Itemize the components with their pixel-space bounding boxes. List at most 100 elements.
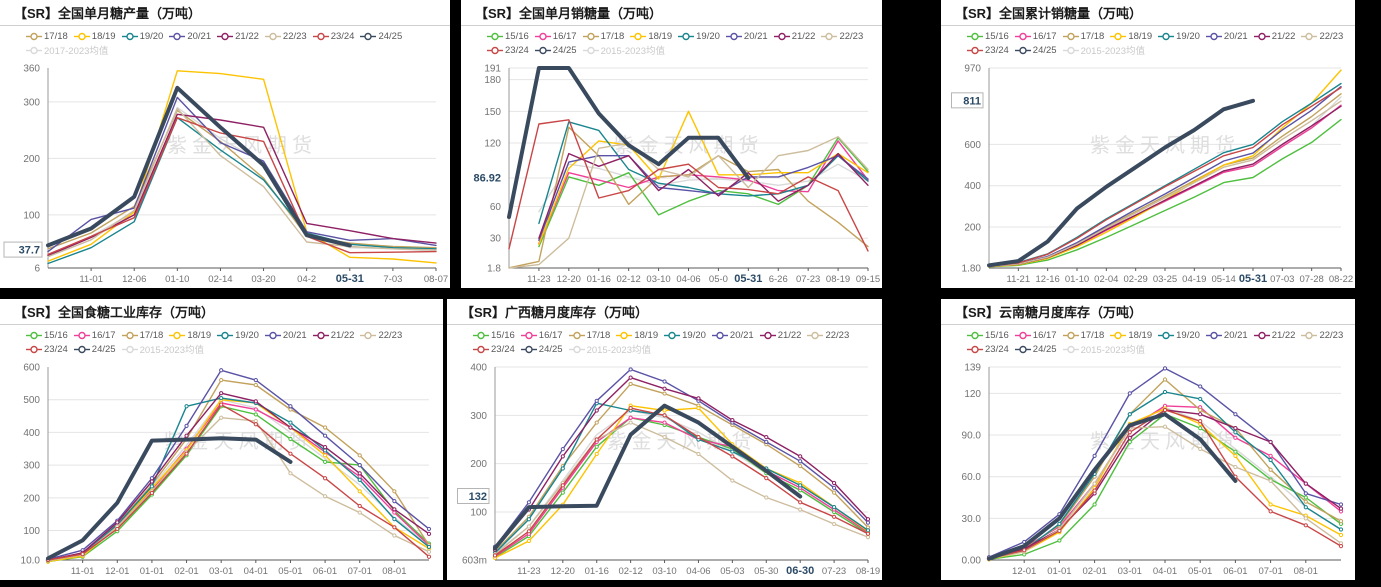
- legend-label: 21/22: [777, 330, 802, 341]
- legend-marker-icon: [967, 46, 983, 54]
- legend-item: 23/24: [967, 344, 1009, 355]
- y-axis-tick-label: 100: [23, 526, 40, 537]
- legend-label: 18/19: [634, 330, 659, 341]
- data-point-marker: [526, 524, 532, 529]
- legend-item: 16/17: [520, 330, 563, 341]
- series-line-20-21: [494, 368, 869, 548]
- x-axis-tick-label: 02-12: [618, 566, 642, 577]
- legend-label: 24/25: [91, 343, 116, 355]
- series-line-18-19: [494, 405, 869, 559]
- legend-item: 2017-2023均值: [26, 43, 108, 57]
- y-axis-tick-label: 191: [484, 64, 501, 75]
- x-axis-tick-label: 02-12: [617, 274, 641, 285]
- data-point-marker: [357, 489, 362, 494]
- legend-label: 24/25: [552, 44, 577, 56]
- data-point-marker: [426, 526, 432, 532]
- legend-item: 23/24: [312, 31, 354, 42]
- data-point-marker: [219, 415, 224, 420]
- data-point-marker: [1303, 481, 1308, 486]
- legend-item: 20/21: [711, 330, 754, 341]
- legend-marker-icon: [312, 331, 329, 340]
- data-point-marker: [392, 489, 397, 494]
- legend-item: 15/16: [967, 330, 1009, 341]
- data-point-marker: [253, 399, 258, 404]
- line-chart: 400 300 200 132 100 603m 11-23 12-20 01-16 02-12 0…: [447, 357, 882, 580]
- data-point-marker: [1268, 509, 1273, 514]
- y-axis-tick-label: 400: [964, 181, 981, 192]
- data-point-marker: [149, 484, 155, 489]
- x-axis-tick-label: 05-01: [1188, 566, 1212, 577]
- legend-marker-icon: [664, 331, 681, 340]
- data-point-marker: [184, 433, 189, 438]
- data-point-marker: [184, 451, 189, 456]
- legend-item: 22/23: [1301, 330, 1343, 341]
- x-axis-tick-label: 12-01: [1012, 566, 1036, 577]
- data-point-marker: [1162, 377, 1168, 382]
- legend-marker-icon: [1205, 32, 1222, 41]
- legend-marker-icon: [1205, 331, 1222, 340]
- legend-item: 2015-2023均值: [1062, 43, 1145, 57]
- legend-label: 23/24: [985, 44, 1009, 56]
- legend-item: 21/22: [312, 330, 354, 341]
- data-point-marker: [357, 503, 362, 509]
- legend-marker-icon: [1301, 331, 1318, 340]
- x-axis-tick-label: 12-06: [122, 274, 146, 285]
- data-point-marker: [1198, 407, 1203, 413]
- data-point-marker: [1338, 532, 1344, 538]
- chart-canvas: 360 300 200 100 6 37.7 11-01 12-06 01-10 02-14 03-…: [3, 64, 448, 285]
- legend-item: 16/17: [1014, 31, 1057, 42]
- data-point-marker: [628, 367, 633, 372]
- legend-item: 19/20: [217, 330, 259, 341]
- data-point-marker: [1268, 453, 1273, 458]
- series-line-20-21: [47, 369, 430, 560]
- x-axis-tick-label: 02-04: [1094, 274, 1118, 285]
- data-point-marker: [1233, 412, 1238, 417]
- data-point-marker: [662, 391, 667, 396]
- legend-item: 21/22: [773, 31, 815, 42]
- chart-title: 【SR】云南糖月度库存（万吨）: [941, 299, 1355, 325]
- data-point-marker: [1303, 499, 1308, 504]
- data-point-marker: [1162, 389, 1168, 395]
- x-axis-tick-label: 04-19: [1182, 274, 1206, 285]
- data-point-marker: [219, 402, 224, 407]
- legend-item: 18/19: [1110, 330, 1152, 341]
- data-point-marker: [798, 500, 803, 505]
- data-point-marker: [492, 553, 498, 558]
- x-axis-tick-label: 12-20: [551, 566, 575, 577]
- data-point-marker: [798, 463, 803, 469]
- legend-marker-icon: [312, 32, 329, 41]
- x-axis-tick-label: 06-01: [313, 566, 337, 577]
- series-line-15-16: [47, 405, 430, 563]
- series-line-16-17: [494, 417, 869, 558]
- legend-item: 2015-2023均值: [568, 342, 651, 356]
- x-axis-tick-label: 04-06: [686, 566, 710, 577]
- legend-item: 21/22: [759, 330, 802, 341]
- series-line-19-20: [47, 397, 430, 562]
- data-point-marker: [253, 422, 258, 427]
- data-point-marker: [322, 425, 328, 430]
- x-axis-tick-label: 11-23: [527, 274, 551, 285]
- data-point-marker: [798, 483, 803, 488]
- x-axis-tick-label: 01-16: [587, 274, 611, 285]
- data-point-marker: [730, 418, 735, 423]
- x-axis-tick-label: 08-01: [1294, 566, 1318, 577]
- legend-item: 22/23: [360, 330, 402, 341]
- legend-label: 17/18: [1080, 31, 1105, 42]
- series-line-17-18: [988, 93, 1342, 267]
- data-point-marker: [628, 405, 633, 411]
- data-point-marker: [426, 544, 432, 550]
- legend-label: 20/21: [729, 330, 754, 341]
- y-axis-tick-label: 180: [484, 75, 501, 86]
- x-axis-tick-label: 12-16: [1036, 274, 1060, 285]
- legend-item: 23/24: [26, 344, 68, 355]
- data-point-marker: [1233, 430, 1238, 435]
- legend-marker-icon: [568, 345, 585, 353]
- series-line-23-24: [508, 119, 869, 252]
- data-point-marker: [662, 408, 667, 413]
- series-line-24-25: [46, 436, 293, 561]
- series-line-21-22: [47, 392, 430, 561]
- legend-item: 15/16: [967, 31, 1009, 42]
- data-point-marker: [253, 382, 258, 388]
- legend-label: 17/18: [1080, 330, 1105, 341]
- data-point-marker: [149, 490, 155, 496]
